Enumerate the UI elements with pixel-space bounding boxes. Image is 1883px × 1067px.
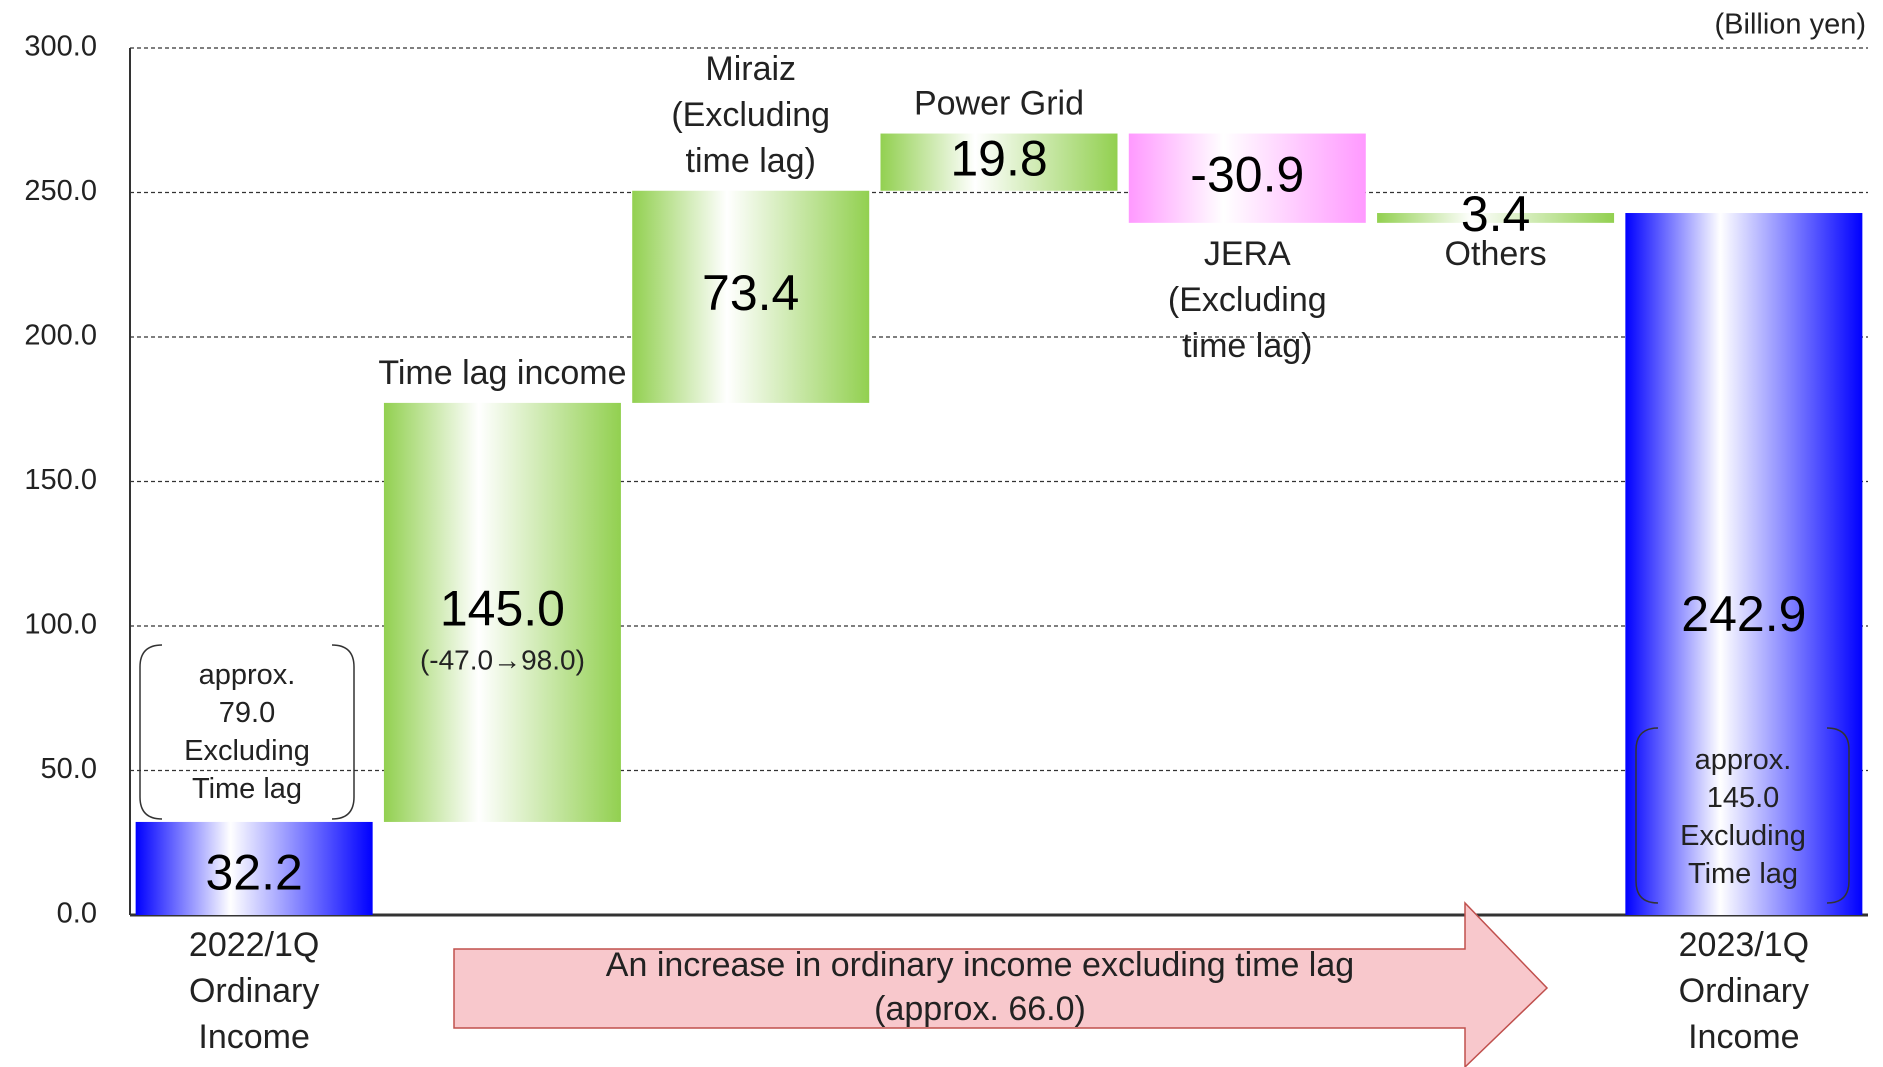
bar [1128, 133, 1366, 223]
y-tick-label: 100.0 [24, 609, 97, 641]
arrow [453, 901, 1549, 1067]
bar [1377, 213, 1615, 223]
category-label: 2022/1Q Ordinary Income [189, 926, 319, 1056]
value-label: 73.4 [702, 265, 799, 321]
bar [632, 190, 870, 403]
bracket [331, 644, 355, 820]
y-tick-label: 200.0 [24, 320, 97, 352]
y-tick-label: 0.0 [57, 898, 97, 930]
annotation: (-47.0→98.0) [420, 644, 585, 675]
y-tick-label: 50.0 [41, 753, 97, 785]
value-label: 19.8 [950, 130, 1047, 186]
category-label: Miraiz (Excluding time lag) [671, 50, 830, 180]
value-label: 145.0 [440, 581, 565, 637]
category-label: Others [1445, 235, 1547, 273]
y-tick-label: 250.0 [24, 175, 97, 207]
category-label: Time lag income [378, 354, 626, 392]
value-label: 32.2 [205, 845, 302, 901]
value-label: 3.4 [1461, 186, 1531, 242]
annotation: An increase in ordinary income excluding… [606, 946, 1354, 1028]
y-tick-label: 300.0 [24, 31, 97, 63]
bracket [1635, 727, 1659, 904]
annotation: approx. 145.0 Excluding Time lag [1680, 744, 1806, 890]
category-label: Power Grid [914, 85, 1084, 123]
bar [880, 133, 1118, 191]
unit-label: (Billion yen) [1715, 9, 1867, 41]
value-label: -30.9 [1190, 146, 1304, 202]
category-label: 2023/1Q Ordinary Income [1679, 926, 1809, 1056]
y-tick-label: 150.0 [24, 464, 97, 496]
bar [135, 821, 373, 915]
category-label: JERA (Excluding time lag) [1168, 235, 1327, 365]
bracket [1826, 727, 1850, 904]
value-label: 242.9 [1681, 586, 1806, 642]
bar [1625, 213, 1863, 916]
bracket [139, 644, 163, 820]
bar [383, 402, 621, 822]
annotation: approx. 79.0 Excluding Time lag [184, 659, 310, 805]
